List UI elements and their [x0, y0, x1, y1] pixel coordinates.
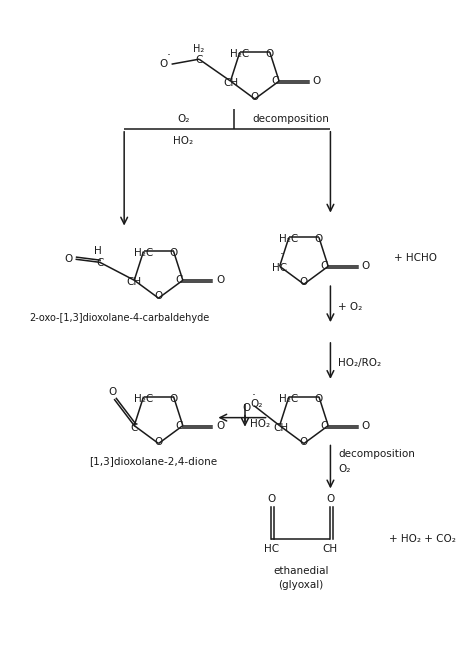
- Text: + HO₂ + CO₂: + HO₂ + CO₂: [389, 534, 456, 544]
- Text: O: O: [300, 277, 308, 287]
- Text: O: O: [326, 494, 335, 504]
- Text: O: O: [109, 387, 117, 397]
- Text: H₂: H₂: [193, 44, 205, 54]
- Text: + O₂: + O₂: [338, 302, 363, 312]
- Text: CH: CH: [127, 277, 142, 287]
- Text: O₂: O₂: [250, 399, 262, 409]
- Text: ·: ·: [167, 49, 171, 61]
- Text: O: O: [155, 291, 163, 301]
- Text: O: O: [169, 248, 178, 258]
- Text: 2-oxo-[1,3]dioxolane-4-carbaldehyde: 2-oxo-[1,3]dioxolane-4-carbaldehyde: [29, 313, 210, 323]
- Text: C: C: [272, 76, 279, 86]
- Text: C: C: [175, 275, 182, 285]
- Text: O₂: O₂: [338, 465, 351, 475]
- Text: O: O: [155, 436, 163, 447]
- Text: + HCHO: + HCHO: [394, 253, 438, 263]
- Text: CH: CH: [273, 422, 288, 432]
- Text: ·: ·: [280, 248, 283, 261]
- Text: C: C: [320, 261, 328, 271]
- Text: [1,3]dioxolane-2,4-dione: [1,3]dioxolane-2,4-dione: [90, 457, 218, 467]
- Text: H₂C: H₂C: [279, 234, 299, 244]
- Text: O: O: [266, 49, 274, 59]
- Text: O: O: [300, 436, 308, 447]
- Text: O: O: [216, 420, 224, 430]
- Text: HO₂: HO₂: [173, 136, 193, 146]
- Text: O₂: O₂: [177, 114, 189, 124]
- Text: C: C: [195, 55, 203, 65]
- Text: decomposition: decomposition: [338, 449, 415, 459]
- Text: decomposition: decomposition: [253, 114, 329, 124]
- Text: O: O: [361, 420, 370, 430]
- Text: O: O: [315, 393, 323, 404]
- Text: O: O: [169, 393, 178, 404]
- Text: H₂C: H₂C: [279, 393, 299, 404]
- Text: O: O: [267, 494, 275, 504]
- Text: ·: ·: [252, 389, 256, 402]
- Text: O: O: [361, 261, 370, 271]
- Text: ethanedial: ethanedial: [273, 566, 328, 576]
- Text: CH: CH: [323, 544, 338, 554]
- Text: O: O: [251, 92, 259, 102]
- Text: (glyoxal): (glyoxal): [278, 580, 324, 590]
- Text: O: O: [312, 76, 320, 86]
- Text: O: O: [216, 275, 224, 285]
- Text: C: C: [130, 422, 138, 432]
- Text: C: C: [96, 258, 103, 269]
- Text: H₂C: H₂C: [134, 248, 153, 258]
- Text: HO₂/RO₂: HO₂/RO₂: [338, 358, 382, 368]
- Text: O: O: [160, 59, 168, 69]
- Text: H₂C: H₂C: [134, 393, 153, 404]
- Text: HO₂: HO₂: [250, 418, 270, 428]
- Text: O: O: [315, 234, 323, 244]
- Text: O: O: [242, 403, 250, 412]
- Text: C: C: [320, 420, 328, 430]
- Text: H₂C: H₂C: [230, 49, 249, 59]
- Text: HC: HC: [264, 544, 279, 554]
- Text: CH: CH: [223, 78, 238, 88]
- Text: C: C: [175, 420, 182, 430]
- Text: O: O: [64, 254, 73, 265]
- Text: HC: HC: [272, 263, 287, 273]
- Text: H: H: [94, 246, 102, 256]
